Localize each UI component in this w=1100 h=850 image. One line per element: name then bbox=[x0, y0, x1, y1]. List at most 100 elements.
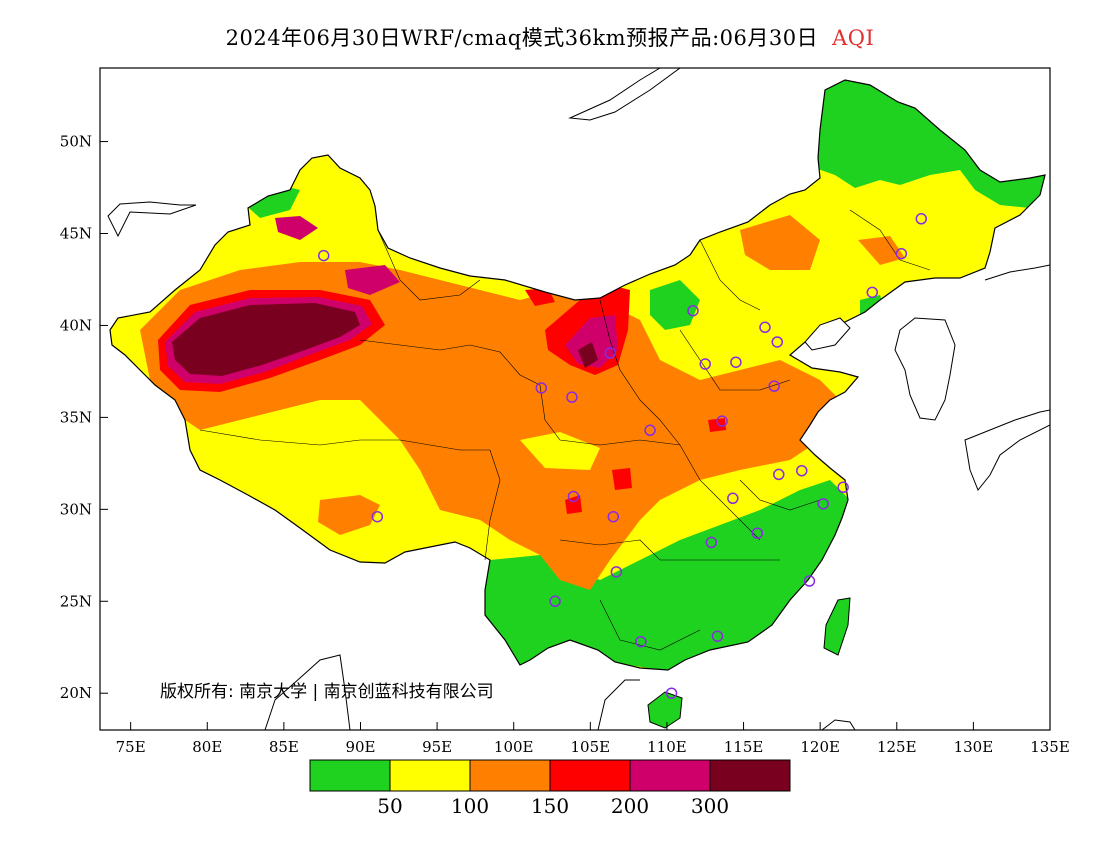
lat-tick-label: 20N bbox=[60, 684, 92, 702]
sakhalin-coastline bbox=[568, 68, 681, 121]
station-marker bbox=[817, 498, 829, 510]
station-marker bbox=[566, 391, 578, 403]
province-boundary bbox=[377, 229, 481, 301]
map-frame bbox=[99, 67, 1051, 731]
aqi-purple-ordos bbox=[565, 315, 618, 368]
aqi-red-chongqing bbox=[612, 468, 632, 490]
lon-tick-label: 95E bbox=[422, 738, 452, 756]
lon-tick-label: 130E bbox=[954, 738, 994, 756]
aqi-orange-jilin bbox=[858, 236, 905, 265]
hainan-island bbox=[647, 691, 683, 729]
station-marker bbox=[607, 510, 620, 523]
lon-tick-label: 120E bbox=[800, 738, 840, 756]
province-boundary bbox=[539, 384, 681, 446]
legend-swatch bbox=[629, 759, 711, 792]
station-marker bbox=[716, 415, 728, 427]
lat-tick-label: 45N bbox=[60, 225, 92, 243]
legend-swatch bbox=[709, 759, 791, 792]
station-marker bbox=[771, 336, 784, 348]
aqi-green-northwest bbox=[240, 185, 300, 218]
station-marker bbox=[317, 249, 330, 262]
copyright-text: 版权所有: 南京大学 | 南京创蓝科技有限公司 bbox=[160, 682, 494, 702]
lon-tick-label: 105E bbox=[571, 738, 611, 756]
province-boundary bbox=[359, 339, 541, 386]
station-marker bbox=[768, 380, 780, 392]
province-boundary bbox=[559, 539, 780, 561]
province-boundary bbox=[679, 329, 791, 391]
station-marker bbox=[915, 213, 928, 225]
station-marker bbox=[803, 575, 816, 587]
station-marker bbox=[759, 321, 771, 334]
lon-tick-label: 75E bbox=[116, 738, 146, 756]
aqi-purple-junggar bbox=[275, 216, 318, 240]
legend-label: 50 bbox=[377, 794, 402, 818]
indochina-coastline bbox=[597, 679, 640, 730]
lon-tick-label: 90E bbox=[345, 738, 375, 756]
legend-swatch bbox=[469, 759, 551, 792]
province-boundary bbox=[699, 239, 761, 311]
station-marker bbox=[644, 424, 656, 437]
station-marker bbox=[635, 635, 647, 648]
lon-tick-label: 135E bbox=[1030, 738, 1070, 756]
province-boundary bbox=[599, 299, 681, 446]
legend-swatch bbox=[549, 759, 631, 792]
legend-swatch bbox=[309, 759, 391, 792]
station-marker bbox=[730, 356, 742, 368]
station-marker bbox=[665, 687, 678, 699]
bohai-sea bbox=[804, 317, 851, 351]
legend-label: 100 bbox=[451, 794, 489, 818]
title-main: 2024年06月30日WRF/cmaq模式36km预报产品:06月30日 bbox=[225, 26, 819, 50]
station-markers bbox=[317, 213, 928, 699]
station-marker bbox=[535, 382, 548, 394]
japan-coastline bbox=[964, 409, 1050, 491]
aqi-legend: 50 100 150 200 300 bbox=[309, 759, 791, 818]
aqi-orange-mongolia-east bbox=[740, 215, 820, 270]
province-boundary bbox=[199, 429, 490, 451]
station-marker bbox=[711, 630, 724, 642]
station-marker bbox=[837, 481, 849, 494]
lon-tick-label: 110E bbox=[647, 738, 687, 756]
province-boundary bbox=[679, 444, 761, 541]
lon-tick-label: 85E bbox=[269, 738, 299, 756]
station-marker bbox=[705, 536, 718, 549]
station-marker bbox=[699, 358, 711, 370]
legend-swatch bbox=[389, 759, 471, 792]
russia-coastline bbox=[984, 264, 1050, 281]
lat-tick-label: 25N bbox=[60, 592, 92, 610]
lat-tick-label: 30N bbox=[60, 500, 92, 518]
province-boundary bbox=[849, 209, 931, 271]
lat-tick-label: 35N bbox=[60, 408, 92, 426]
aqi-green-inner-mongolia bbox=[650, 280, 700, 330]
province-boundary bbox=[599, 599, 701, 651]
station-marker bbox=[751, 527, 764, 539]
china-border bbox=[109, 79, 1046, 671]
korea-coastline bbox=[894, 317, 956, 421]
philippines-coastline bbox=[821, 719, 856, 730]
aqi-maroon-ordos bbox=[578, 342, 598, 368]
station-marker bbox=[610, 566, 623, 578]
taiwan-island bbox=[823, 597, 851, 656]
station-marker bbox=[796, 464, 808, 477]
lat-tick-label: 50N bbox=[60, 133, 92, 151]
lon-tick-label: 115E bbox=[724, 738, 764, 756]
station-marker bbox=[773, 468, 785, 481]
caspian-coastline bbox=[107, 201, 197, 238]
station-marker bbox=[371, 510, 384, 523]
station-marker bbox=[727, 492, 739, 505]
title-variable: AQI bbox=[832, 26, 875, 50]
aqi-yellow-sichuan-patch bbox=[520, 432, 600, 470]
lon-tick-label: 100E bbox=[494, 738, 534, 756]
province-boundary bbox=[739, 479, 821, 511]
longitude-axis: 75E 80E 85E 90E 95E 100E 105E 110E 115E 120E 125E 1… bbox=[116, 722, 1070, 756]
aqi-purple-turpan bbox=[345, 265, 400, 295]
province-boundary bbox=[484, 449, 501, 561]
aqi-orange-tibet bbox=[318, 495, 380, 535]
station-marker bbox=[895, 247, 908, 260]
station-marker bbox=[866, 286, 879, 299]
station-marker bbox=[567, 490, 580, 503]
legend-label: 300 bbox=[691, 794, 729, 818]
legend-label: 150 bbox=[531, 794, 569, 818]
aqi-red-henan bbox=[708, 418, 726, 432]
latitude-axis: 50N 45N 40N 35N 30N 25N 20N bbox=[60, 133, 108, 702]
